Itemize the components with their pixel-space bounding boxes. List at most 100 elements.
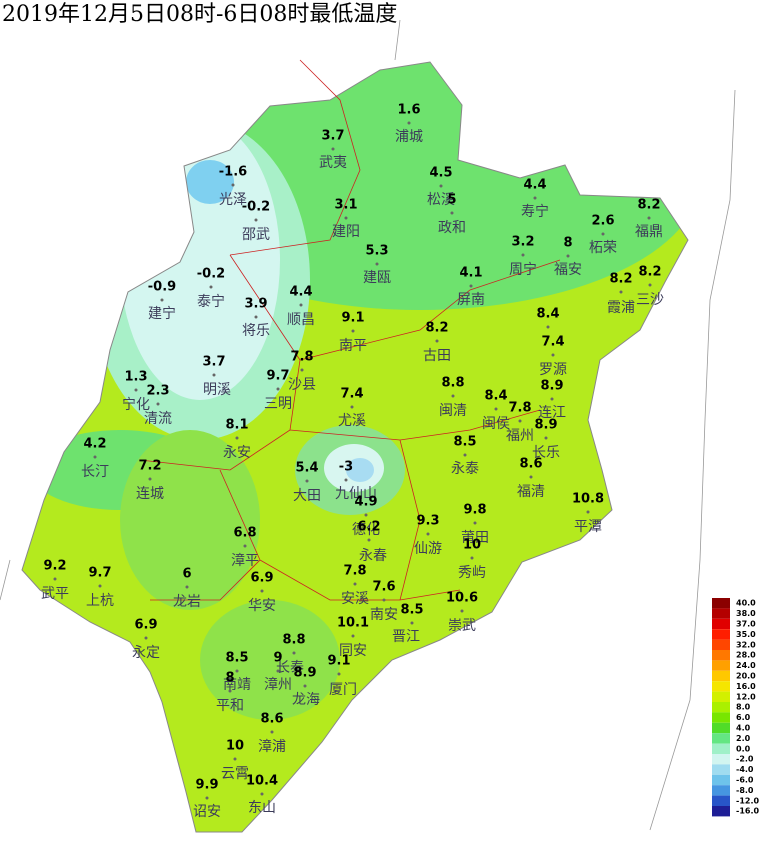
- legend-label: 40.0: [736, 599, 756, 608]
- legend-swatch: [712, 774, 730, 786]
- station-dot: [470, 556, 474, 560]
- station-value: 4.4: [289, 285, 312, 300]
- station-value: 8.4: [484, 389, 507, 404]
- station-dot: [375, 262, 379, 266]
- station-value: 9.1: [341, 311, 364, 326]
- legend-swatch: [712, 691, 730, 702]
- legend-label: 16.0: [736, 682, 756, 691]
- station-value: 8.2: [638, 265, 661, 280]
- station-name: 九仙山: [335, 486, 377, 502]
- station-dot: [231, 183, 235, 187]
- station-dot: [205, 796, 209, 800]
- station-dot: [53, 577, 57, 581]
- coastline: [0, 19, 736, 831]
- station-value: 8.5: [225, 651, 248, 666]
- station-value: 8.6: [519, 457, 542, 472]
- station-dot: [98, 584, 102, 588]
- station-value: 7.4: [541, 335, 564, 350]
- station-value: 7.4: [340, 387, 363, 402]
- legend-swatch: [712, 639, 730, 650]
- city-border: [139, 59, 561, 601]
- station-name: 三明: [264, 396, 292, 412]
- station-name: 漳平: [231, 552, 259, 569]
- legend-swatch: [712, 629, 730, 640]
- station-dot: [276, 669, 280, 673]
- station-value: 4.2: [83, 437, 106, 452]
- station-value: 3.2: [511, 235, 534, 250]
- zone: [186, 160, 234, 204]
- station-dot: [518, 419, 522, 423]
- legend-label: 32.0: [736, 640, 756, 649]
- station-name: 清流: [144, 411, 172, 427]
- legend-label: -4.0: [736, 765, 754, 774]
- station-dot: [93, 455, 97, 459]
- legend-swatch: [712, 598, 730, 609]
- station-value: 9.7: [266, 369, 289, 384]
- station-dot: [300, 368, 304, 372]
- station-value: 8.8: [441, 376, 464, 391]
- station-dot: [647, 216, 651, 220]
- station-name: 闽清: [439, 403, 467, 419]
- station-name: 南平: [339, 338, 367, 354]
- station-name: 将乐: [242, 323, 270, 339]
- station-value: 6: [182, 567, 191, 582]
- station-name: 寿宁: [521, 203, 549, 220]
- station-dot: [148, 477, 152, 481]
- station-value: 8.2: [637, 198, 660, 213]
- legend-label: 8.0: [736, 703, 751, 712]
- station-dot: [212, 373, 216, 377]
- station-name: 仙游: [414, 541, 442, 557]
- station-value: 7.2: [138, 459, 161, 474]
- station-dot: [235, 669, 239, 673]
- station-name: 屏南: [457, 292, 485, 308]
- station-name: 东山: [248, 800, 276, 816]
- legend-swatch: [712, 702, 730, 713]
- station-dot: [529, 475, 533, 479]
- station-value: 8.9: [540, 379, 563, 394]
- station-value: 4.5: [429, 166, 452, 181]
- station-name: 永泰: [451, 461, 479, 477]
- station-dot: [305, 479, 309, 483]
- station-dot: [460, 609, 464, 613]
- station-dot: [299, 303, 303, 307]
- station-dot: [619, 290, 623, 294]
- station-name: 连城: [136, 486, 164, 502]
- station-value: 8.9: [293, 666, 316, 681]
- legend-swatch: [712, 650, 730, 661]
- station-dot: [407, 121, 411, 125]
- legend-swatch: [712, 660, 730, 671]
- station-name: 连江: [538, 405, 566, 421]
- station-value: 1.3: [124, 370, 147, 385]
- legend-label: -2.0: [736, 755, 754, 764]
- station-dot: [243, 544, 247, 548]
- station-name: 三沙: [636, 292, 664, 308]
- station-value: 9.9: [195, 778, 218, 793]
- station-value: 6.9: [134, 618, 157, 633]
- station-value: 10.8: [572, 492, 604, 507]
- station-value: 8.1: [225, 418, 248, 433]
- map-shading: [0, 19, 736, 833]
- station-dot: [292, 651, 296, 655]
- station-value: 10: [226, 739, 244, 754]
- station-name: 福安: [554, 262, 582, 278]
- legend-swatch: [712, 608, 730, 619]
- station-dot: [494, 407, 498, 411]
- legend-label: -6.0: [736, 776, 754, 785]
- station-name: 上杭: [86, 593, 114, 609]
- station-dot: [586, 510, 590, 514]
- station-name: 永春: [359, 548, 387, 564]
- station-dot: [134, 388, 138, 392]
- station-name: 安溪: [341, 591, 369, 607]
- station-name: 福鼎: [635, 224, 663, 240]
- legend-label: 24.0: [736, 661, 756, 670]
- station-dot: [410, 621, 414, 625]
- station-dot: [351, 634, 355, 638]
- station-dot: [550, 397, 554, 401]
- station-name: 建瓯: [363, 270, 391, 286]
- station-value: 8: [563, 236, 572, 251]
- station-dot: [551, 353, 555, 357]
- station-dot: [337, 672, 341, 676]
- map-title: 2019年12月5日08时-6日08时最低温度: [2, 2, 397, 27]
